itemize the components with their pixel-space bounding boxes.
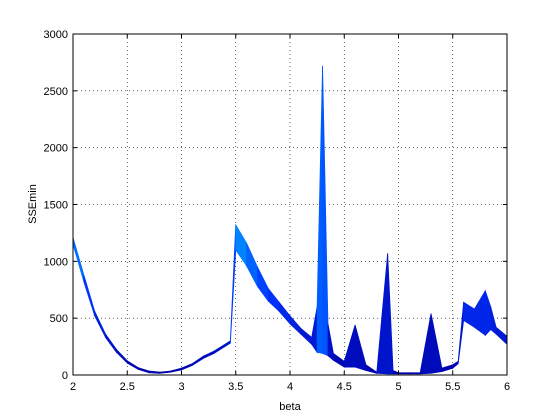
x-tick-label: 6: [504, 381, 510, 393]
x-tick-labels: 2 2.5 3 3.5 4 4.5 5 5.5 6: [70, 381, 510, 393]
x-tick-label: 2.5: [120, 381, 135, 393]
x-tick-label: 4: [287, 381, 293, 393]
x-tick-label: 5.5: [445, 381, 460, 393]
axis-ticks: [72, 33, 508, 376]
y-tick-labels: 0 500 1000 1500 2000 2500 3000: [44, 29, 68, 382]
x-tick-label: 3: [178, 381, 184, 393]
y-axis-label: SSEmin: [27, 184, 39, 224]
surface-patch: [408, 372, 421, 375]
y-tick-label: 3000: [44, 29, 68, 41]
surface-patch: [398, 372, 410, 375]
x-tick-label: 2: [70, 381, 76, 393]
y-tick-label: 2500: [44, 86, 68, 98]
y-tick-label: 0: [62, 370, 68, 382]
x-tick-label: 4.5: [337, 381, 352, 393]
x-tick-label: 3.5: [228, 381, 243, 393]
y-tick-label: 1500: [44, 200, 68, 212]
data-surface: [72, 65, 508, 375]
y-tick-label: 2000: [44, 143, 68, 155]
x-tick-label: 5: [395, 381, 401, 393]
y-tick-label: 1000: [44, 256, 68, 268]
y-tick-label: 500: [50, 313, 68, 325]
x-axis-label: beta: [279, 401, 301, 413]
